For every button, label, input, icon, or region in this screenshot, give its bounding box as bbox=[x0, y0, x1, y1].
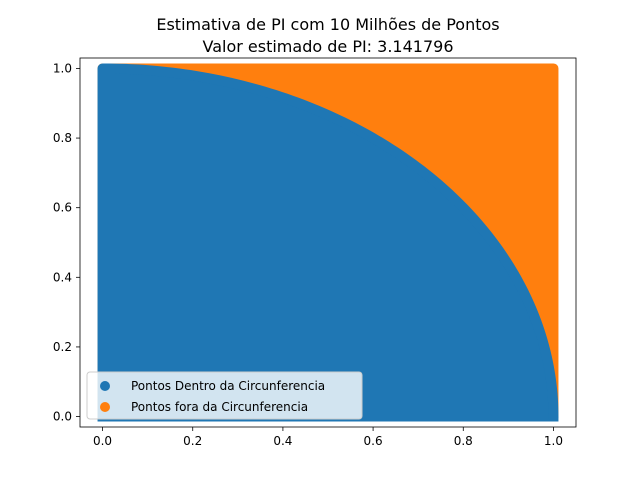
y-axis: 0.0 0.2 0.4 0.6 0.8 1.0 bbox=[53, 61, 80, 424]
series-inside-points bbox=[97, 68, 559, 422]
y-tick-label: 0.8 bbox=[53, 131, 72, 145]
y-tick-label: 0.6 bbox=[53, 201, 72, 215]
chart-title: Estimativa de PI com 10 Milhões de Ponto… bbox=[156, 15, 499, 34]
chart-subtitle: Valor estimado de PI: 3.141796 bbox=[203, 37, 454, 56]
y-tick-label: 0.4 bbox=[53, 270, 72, 284]
x-tick-label: 0.6 bbox=[364, 434, 383, 448]
legend-marker bbox=[100, 402, 110, 412]
legend: Pontos Dentro da Circunferencia Pontos fo… bbox=[86, 371, 363, 420]
x-tick-label: 0.8 bbox=[454, 434, 473, 448]
legend-label: Pontos Dentro da Circunferencia bbox=[131, 379, 325, 393]
x-axis: 0.0 0.2 0.4 0.6 0.8 1.0 bbox=[93, 427, 563, 448]
inside-boundary bbox=[97, 63, 559, 422]
legend-box bbox=[86, 371, 363, 420]
x-tick-label: 0.2 bbox=[183, 434, 202, 448]
x-tick-label: 0.0 bbox=[93, 434, 112, 448]
legend-marker bbox=[100, 381, 110, 391]
legend-label: Pontos fora da Circunferencia bbox=[131, 400, 308, 414]
y-tick-label: 0.0 bbox=[53, 410, 72, 424]
y-tick-label: 1.0 bbox=[53, 61, 72, 75]
axes-frame bbox=[79, 57, 577, 428]
plot-area bbox=[97, 63, 559, 422]
x-tick-label: 0.4 bbox=[273, 434, 292, 448]
x-tick-label: 1.0 bbox=[544, 434, 563, 448]
y-tick-label: 0.2 bbox=[53, 340, 72, 354]
